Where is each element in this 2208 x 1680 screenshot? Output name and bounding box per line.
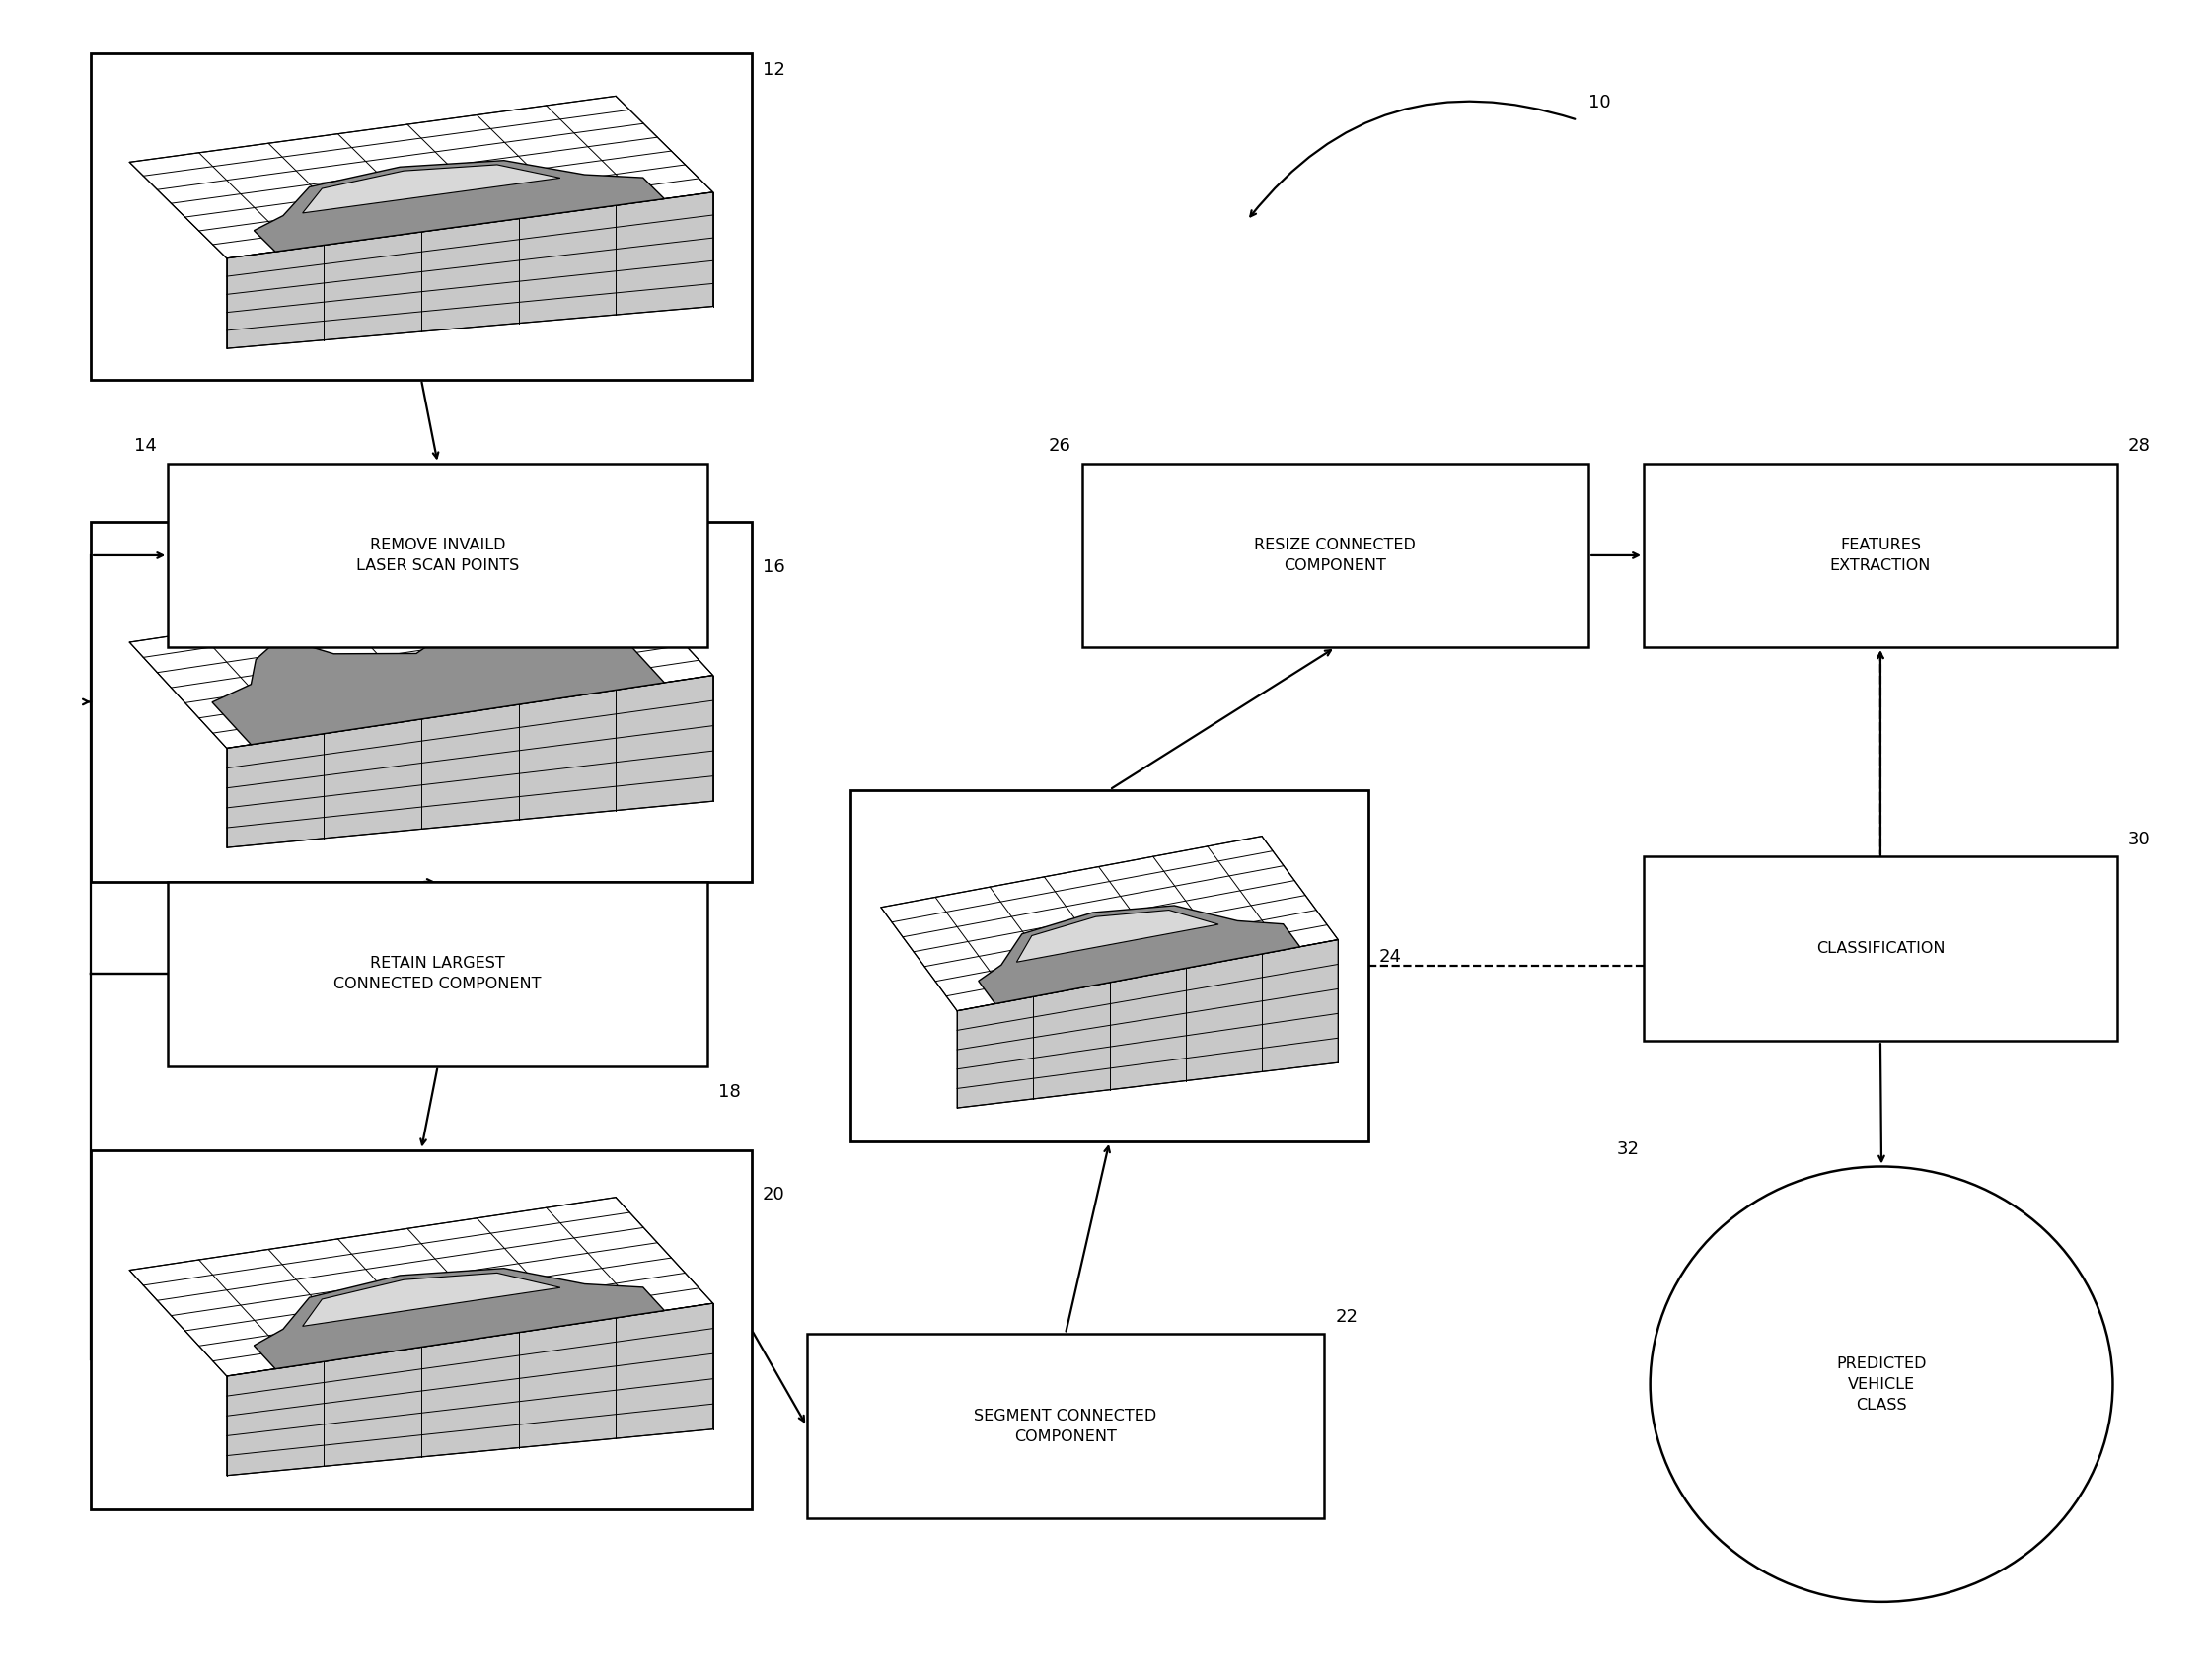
Polygon shape [254,161,665,252]
Text: 32: 32 [1616,1141,1638,1158]
Bar [168,464,707,647]
Text: 12: 12 [762,62,786,79]
Text: 28: 28 [2129,437,2151,455]
Text: 30: 30 [2129,830,2151,848]
Text: 10: 10 [1588,94,1612,111]
Text: 14: 14 [135,437,157,455]
Text: FEATURES
EXTRACTION: FEATURES EXTRACTION [1830,538,1930,573]
Polygon shape [881,837,1338,1011]
Text: CLASSIFICATION: CLASSIFICATION [1815,941,1945,956]
Bar [91,522,751,882]
Text: 18: 18 [718,1084,742,1100]
Bar [1643,464,2117,647]
Bar [91,1149,751,1510]
Ellipse shape [1649,1166,2113,1603]
Bar [168,882,707,1067]
Text: SEGMENT CONNECTED
COMPONENT: SEGMENT CONNECTED COMPONENT [974,1408,1157,1443]
Polygon shape [227,192,713,348]
Polygon shape [130,96,713,259]
Polygon shape [254,1268,665,1369]
Polygon shape [956,939,1338,1107]
Text: 24: 24 [1380,948,1402,966]
Text: REMOVE INVAILD
LASER SCAN POINTS: REMOVE INVAILD LASER SCAN POINTS [355,538,519,573]
Bar [91,54,751,380]
Polygon shape [130,1198,713,1376]
Text: 20: 20 [762,1186,786,1205]
Polygon shape [302,1273,561,1326]
Polygon shape [302,165,561,213]
Polygon shape [212,613,665,744]
Bar [1082,464,1588,647]
Bar [806,1334,1325,1519]
Bar [850,790,1369,1141]
Polygon shape [227,1304,713,1475]
Text: 22: 22 [1336,1307,1358,1326]
Text: PREDICTED
VEHICLE
CLASS: PREDICTED VEHICLE CLASS [1837,1356,1928,1413]
Polygon shape [227,675,713,848]
Text: 16: 16 [762,558,786,576]
Text: RESIZE CONNECTED
COMPONENT: RESIZE CONNECTED COMPONENT [1254,538,1415,573]
Text: 26: 26 [1049,437,1071,455]
Polygon shape [978,906,1301,1003]
Bar [1643,857,2117,1042]
Polygon shape [130,570,713,748]
Polygon shape [1016,911,1219,963]
Text: RETAIN LARGEST
CONNECTED COMPONENT: RETAIN LARGEST CONNECTED COMPONENT [333,956,541,991]
